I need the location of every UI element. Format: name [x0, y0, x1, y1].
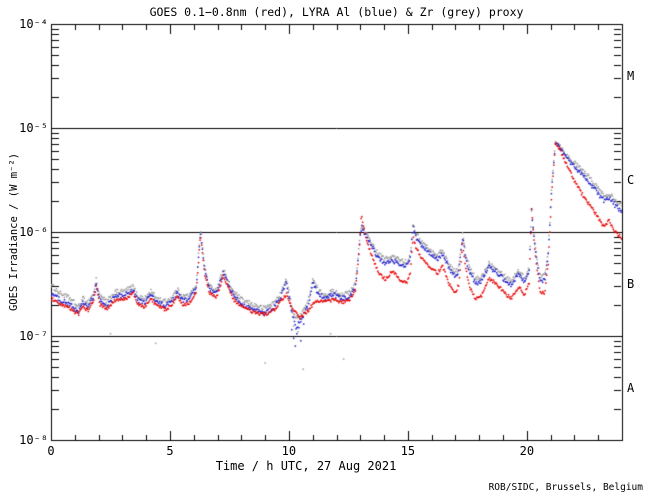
flare-class-label-A: A — [627, 381, 635, 396]
y-tick-label-10⁻⁷: 10⁻⁷ — [19, 329, 48, 343]
flare-class-label-C: C — [627, 173, 635, 188]
chart-title: GOES 0.1−0.8nm (red), LYRA Al (blue) & Z… — [149, 5, 524, 19]
x-axis-label: Time / h UTC, 27 Aug 2021 — [215, 459, 397, 473]
x-tick-label-5: 5 — [166, 444, 174, 458]
x-tick-label-0: 0 — [47, 444, 55, 458]
y-tick-label-10⁻⁵: 10⁻⁵ — [19, 121, 48, 135]
x-tick-label-15: 15 — [400, 444, 416, 458]
flare-class-label-B: B — [627, 277, 635, 292]
y-tick-label-10⁻⁶: 10⁻⁶ — [19, 225, 48, 239]
y-tick-label-10⁻⁴: 10⁻⁴ — [19, 17, 48, 31]
x-tick-label-20: 20 — [519, 444, 535, 458]
y-tick-label-10⁻⁸: 10⁻⁸ — [19, 433, 48, 447]
credit-text: ROB/SIDC, Brussels, Belgium — [488, 482, 643, 493]
flare-class-label-M: M — [627, 69, 635, 84]
x-tick-label-10: 10 — [281, 444, 297, 458]
